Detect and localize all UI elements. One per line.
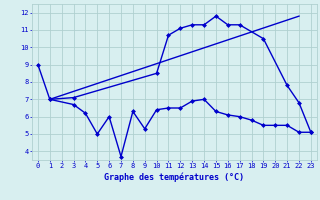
X-axis label: Graphe des températures (°C): Graphe des températures (°C) — [104, 172, 244, 182]
